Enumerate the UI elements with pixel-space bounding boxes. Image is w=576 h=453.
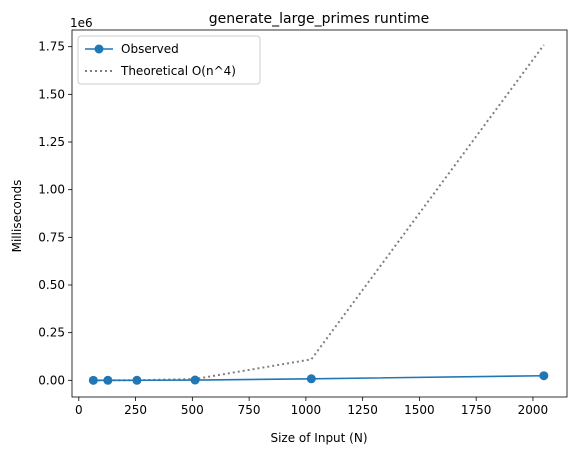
- x-tick-label-4: 1000: [291, 403, 322, 417]
- y-tick-label-4: 1.00: [38, 183, 65, 197]
- y-tick-label-2: 0.50: [38, 278, 65, 292]
- data-point-observed-1: [103, 375, 113, 385]
- data-point-observed-4: [306, 374, 316, 384]
- y-tick-label-3: 0.75: [38, 230, 65, 244]
- series-line-theoretical: [93, 44, 545, 382]
- y-tick-label-1: 0.25: [38, 326, 65, 340]
- y-tick-label-7: 1.75: [38, 40, 65, 54]
- legend-frame: [77, 35, 261, 85]
- y-tick-label-0: 0.00: [38, 373, 65, 387]
- x-tick-label-3: 750: [238, 403, 261, 417]
- x-axis-label: Size of Input (N): [270, 431, 367, 445]
- y-axis-label: Milliseconds: [10, 180, 24, 253]
- chart-title: generate_large_primes runtime: [209, 11, 430, 27]
- x-tick-label-7: 1750: [461, 403, 492, 417]
- legend-marker-observed: [94, 44, 104, 54]
- series-line-observed: [93, 374, 544, 382]
- legend-label-observed: Observed: [121, 42, 179, 56]
- data-point-observed-0: [88, 375, 98, 385]
- x-tick-label-6: 1500: [404, 403, 435, 417]
- data-point-observed-2: [132, 375, 142, 385]
- data-point-observed-5: [539, 371, 549, 381]
- legend-label-theoretical: Theoretical O(n^4): [120, 64, 236, 78]
- x-tick-label-2: 500: [181, 403, 204, 417]
- x-tick-label-5: 1250: [347, 403, 378, 417]
- y-tick-label-6: 1.50: [38, 87, 65, 101]
- x-tick-label-8: 2000: [518, 403, 549, 417]
- data-point-observed-3: [190, 375, 200, 385]
- x-tick-label-1: 250: [124, 403, 147, 417]
- x-tick-label-0: 0: [75, 403, 83, 417]
- plot-area: 0 250 500 750 1000 1250 1500 1750 2000 0.00 0.25 0.…: [38, 29, 568, 417]
- plot-frame: [71, 29, 568, 398]
- legend: Observed Theoretical O(n^4): [77, 35, 261, 85]
- y-tick-label-5: 1.25: [38, 135, 65, 149]
- y-scale-label: 1e6: [70, 16, 93, 30]
